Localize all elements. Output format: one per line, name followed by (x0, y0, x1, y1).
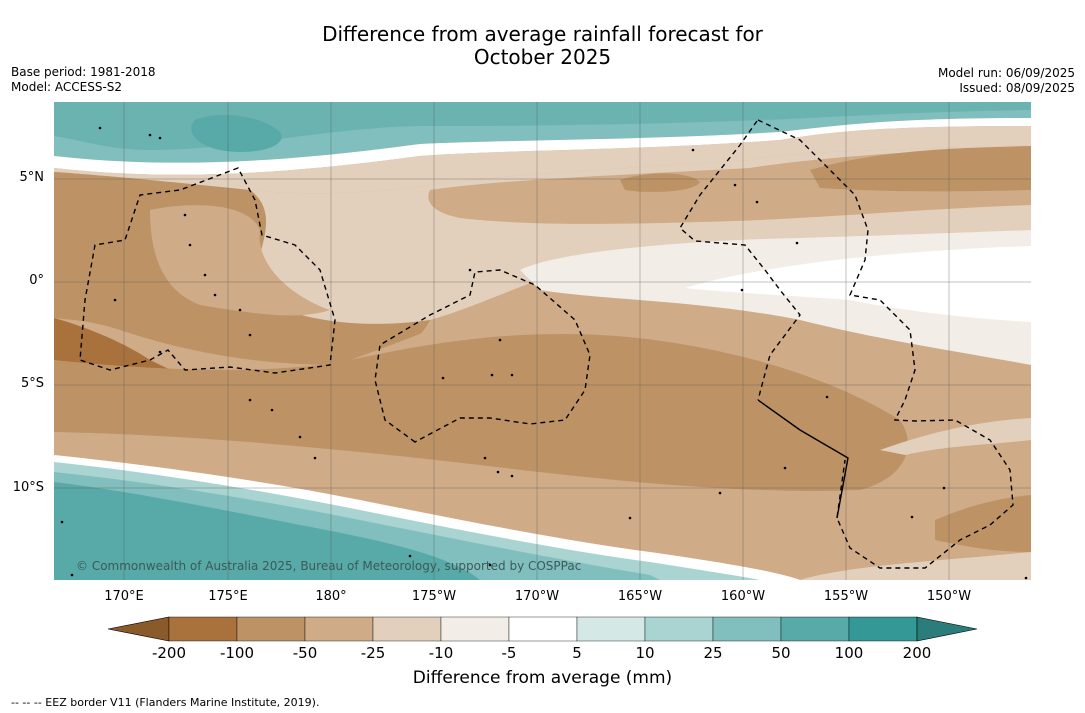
field-se-light (880, 418, 1031, 455)
colorbar-segments (107, 616, 978, 642)
colorbar-segment (712, 616, 782, 642)
lat-label: 5°N (19, 170, 45, 185)
meta-right: Model run: 06/09/2025 Issued: 08/09/2025 (938, 66, 1075, 96)
colorbar-tick: 5 (572, 644, 582, 662)
field-north-white (54, 118, 1031, 175)
issued-date: Issued: 08/09/2025 (959, 81, 1075, 95)
eez-solid-segment (757, 399, 849, 519)
field-north-core (191, 114, 282, 152)
eez-borders (79, 119, 1014, 569)
field-se-corner (800, 552, 1031, 580)
lon-label: 165°W (617, 589, 663, 604)
lon-label: 180° (315, 589, 347, 604)
colorbar-tick: 200 (902, 644, 932, 662)
lon-label: 175°W (411, 589, 457, 604)
colorbar-segment (372, 616, 442, 642)
copyright-notice: © Commonwealth of Australia 2025, Bureau… (76, 559, 582, 573)
meta-left: Base period: 1981-2018 Model: ACCESS-S2 (11, 65, 156, 95)
eez-kiribati-west (79, 167, 336, 374)
eez-line-islands-north (679, 120, 801, 401)
colorbar-tick: -100 (219, 644, 255, 662)
map-field (54, 102, 1031, 580)
colorbar-segment (576, 616, 646, 642)
colorbar-extend-low (107, 616, 170, 642)
colorbar-segment (644, 616, 714, 642)
eez-line-islands-south (757, 119, 1014, 569)
colorbar-extend-high (916, 616, 978, 642)
base-period: Base period: 1981-2018 (11, 65, 156, 79)
lon-label: 170°E (104, 589, 144, 604)
lat-label: 0° (29, 273, 44, 288)
colorbar-title: Difference from average (mm) (412, 668, 673, 688)
field-north-wet2 (54, 102, 1031, 150)
graticule (54, 102, 1031, 580)
map-title-line1: Difference from average rainfall forecas… (322, 22, 763, 46)
field-white-tongue (685, 246, 1031, 322)
colorbar-tick: 10 (635, 644, 655, 662)
eez-phoenix (374, 269, 591, 443)
colorbar-segment (508, 616, 578, 642)
field-south-wet3 (54, 482, 480, 580)
colorbar-segment (304, 616, 374, 642)
colorbar-segment (440, 616, 510, 642)
colorbar-tick: 100 (834, 644, 864, 662)
eez-footnote: -- -- -- EEZ border V11 (Flanders Marine… (11, 696, 320, 709)
colorbar-segment (236, 616, 306, 642)
lat-label: 5°S (20, 376, 44, 391)
colorbar-segment (780, 616, 850, 642)
colorbar-segment (168, 616, 238, 642)
field-east-tan (810, 146, 1031, 192)
colorbar-tick: -200 (151, 644, 187, 662)
field-south-dry (54, 334, 908, 491)
field-west-inner (150, 205, 330, 316)
colorbar-tick: 25 (703, 644, 723, 662)
lon-label: 170°W (514, 589, 560, 604)
lon-label: 160°W (720, 589, 766, 604)
model-name: Model: ACCESS-S2 (11, 80, 123, 94)
field-se-dry (935, 495, 1031, 552)
colorbar-tick: -25 (360, 644, 386, 662)
lon-label: 150°W (926, 589, 972, 604)
islands (60, 126, 1028, 580)
lon-label: 155°W (823, 589, 869, 604)
lat-label: 10°S (12, 480, 44, 495)
colorbar-tick: -50 (292, 644, 318, 662)
colorbar-tick: 50 (771, 644, 791, 662)
colorbar-tick: -5 (501, 644, 517, 662)
field-band-light1 (54, 126, 1031, 194)
model-run: Model run: 06/09/2025 (937, 66, 1075, 80)
map-title-line2: October 2025 (473, 45, 612, 69)
colorbar-segment (848, 616, 918, 642)
colorbar-tick: -10 (428, 644, 454, 662)
lon-label: 175°E (208, 589, 248, 604)
